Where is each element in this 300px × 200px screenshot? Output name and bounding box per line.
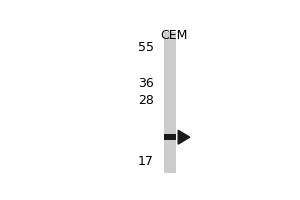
Text: CEM: CEM <box>160 29 187 42</box>
Polygon shape <box>178 130 190 144</box>
Bar <box>164 134 176 140</box>
Text: 36: 36 <box>138 77 154 90</box>
Text: 17: 17 <box>138 155 154 168</box>
Bar <box>164 32 176 173</box>
Text: 55: 55 <box>138 41 154 54</box>
Text: 28: 28 <box>138 94 154 107</box>
